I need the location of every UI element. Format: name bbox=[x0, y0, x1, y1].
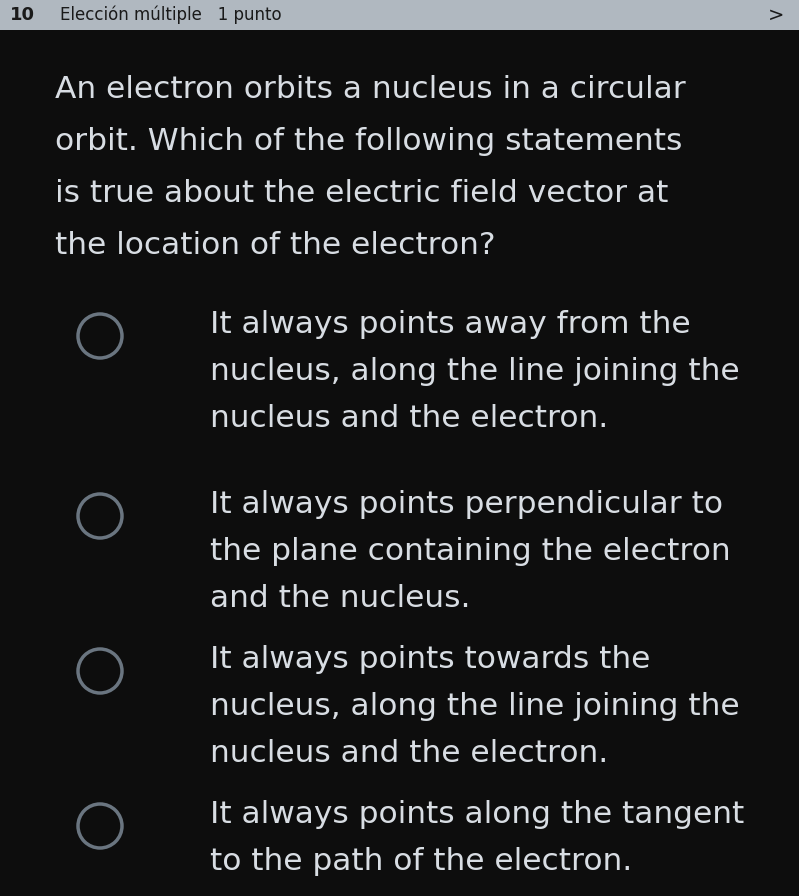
Text: Elección múltiple   1 punto: Elección múltiple 1 punto bbox=[60, 5, 281, 24]
Bar bbox=[0, 0, 45, 30]
Text: the location of the electron?: the location of the electron? bbox=[55, 231, 495, 260]
Text: It always points along the tangent: It always points along the tangent bbox=[210, 800, 744, 829]
Text: to the path of the electron.: to the path of the electron. bbox=[210, 847, 632, 876]
Text: is true about the electric field vector at: is true about the electric field vector … bbox=[55, 179, 669, 208]
Text: An electron orbits a nucleus in a circular: An electron orbits a nucleus in a circul… bbox=[55, 75, 686, 104]
Text: nucleus, along the line joining the: nucleus, along the line joining the bbox=[210, 357, 740, 386]
Text: nucleus, along the line joining the: nucleus, along the line joining the bbox=[210, 692, 740, 721]
Text: >: > bbox=[768, 5, 784, 24]
Text: and the nucleus.: and the nucleus. bbox=[210, 584, 471, 613]
Text: nucleus and the electron.: nucleus and the electron. bbox=[210, 404, 608, 433]
Text: It always points perpendicular to: It always points perpendicular to bbox=[210, 490, 723, 519]
Text: 10: 10 bbox=[10, 6, 35, 24]
Bar bbox=[0, 0, 799, 30]
Text: It always points away from the: It always points away from the bbox=[210, 310, 690, 339]
Text: nucleus and the electron.: nucleus and the electron. bbox=[210, 739, 608, 768]
Text: orbit. Which of the following statements: orbit. Which of the following statements bbox=[55, 127, 682, 156]
Text: the plane containing the electron: the plane containing the electron bbox=[210, 537, 730, 566]
Text: It always points towards the: It always points towards the bbox=[210, 645, 650, 674]
